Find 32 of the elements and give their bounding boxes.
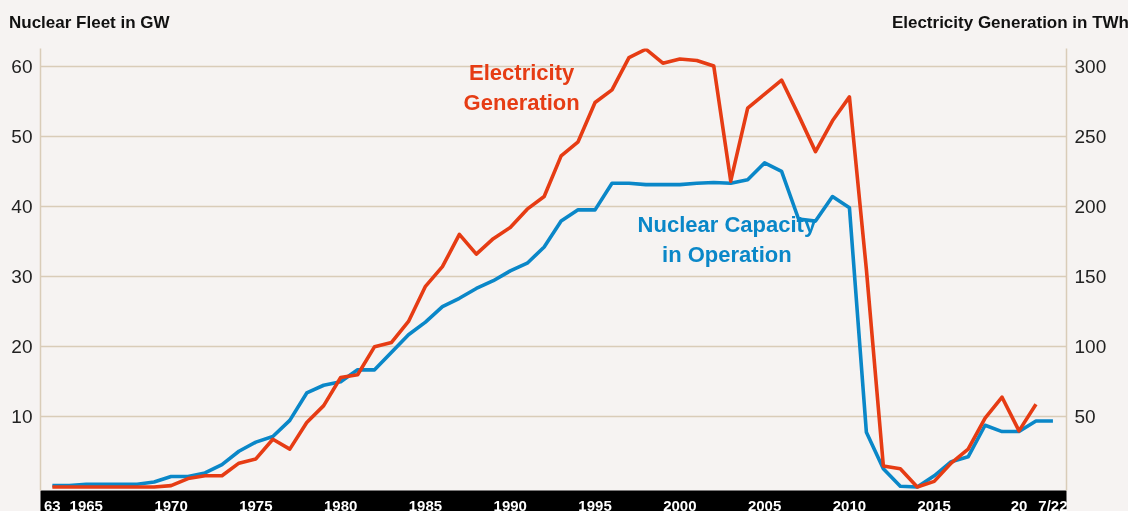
y-axis-title: Nuclear Fleet in GW: [9, 12, 170, 34]
series-label: Nuclear Capacity in Operation: [637, 211, 817, 267]
y2-tick-label: 200: [1074, 195, 1107, 217]
y-tick-label: 20: [11, 336, 33, 358]
x-tick-label: 2010: [832, 496, 867, 511]
y-tick-label: 10: [11, 406, 33, 428]
x-tick-label: 2000: [663, 496, 697, 511]
y2-tick-label: 150: [1074, 266, 1107, 288]
y-tick-label: 30: [11, 266, 33, 288]
y2-tick-label: 250: [1074, 125, 1107, 147]
x-tick-label: 63: [44, 496, 61, 511]
x-tick-label: 1985: [408, 496, 443, 511]
x-tick-label: 1970: [154, 496, 188, 511]
y-tick-label: 50: [11, 125, 33, 147]
x-tick-label: 20: [1010, 496, 1028, 511]
y2-tick-label: 50: [1074, 406, 1096, 428]
y-tick-label: 60: [11, 55, 33, 77]
x-tick-label: 1995: [578, 496, 612, 511]
y2-tick-label: 100: [1074, 336, 1107, 358]
x-tick-label: 7/22: [1038, 496, 1068, 511]
x-tick-label: 1965: [69, 496, 103, 511]
y-tick-label: 40: [11, 195, 33, 217]
x-tick-label: 1975: [239, 496, 273, 511]
y2-axis-title: Electricity Generation in TWh: [891, 12, 1128, 34]
x-tick-label: 1990: [493, 496, 527, 511]
series-label: Electricity Generation: [463, 60, 580, 116]
x-tick-label: 1980: [323, 496, 358, 511]
y2-tick-label: 300: [1074, 55, 1107, 77]
x-tick-label: 2015: [917, 496, 951, 511]
line-series: [50, 48, 1038, 489]
x-tick-label: 2005: [747, 496, 782, 511]
line-series: [50, 161, 1055, 489]
